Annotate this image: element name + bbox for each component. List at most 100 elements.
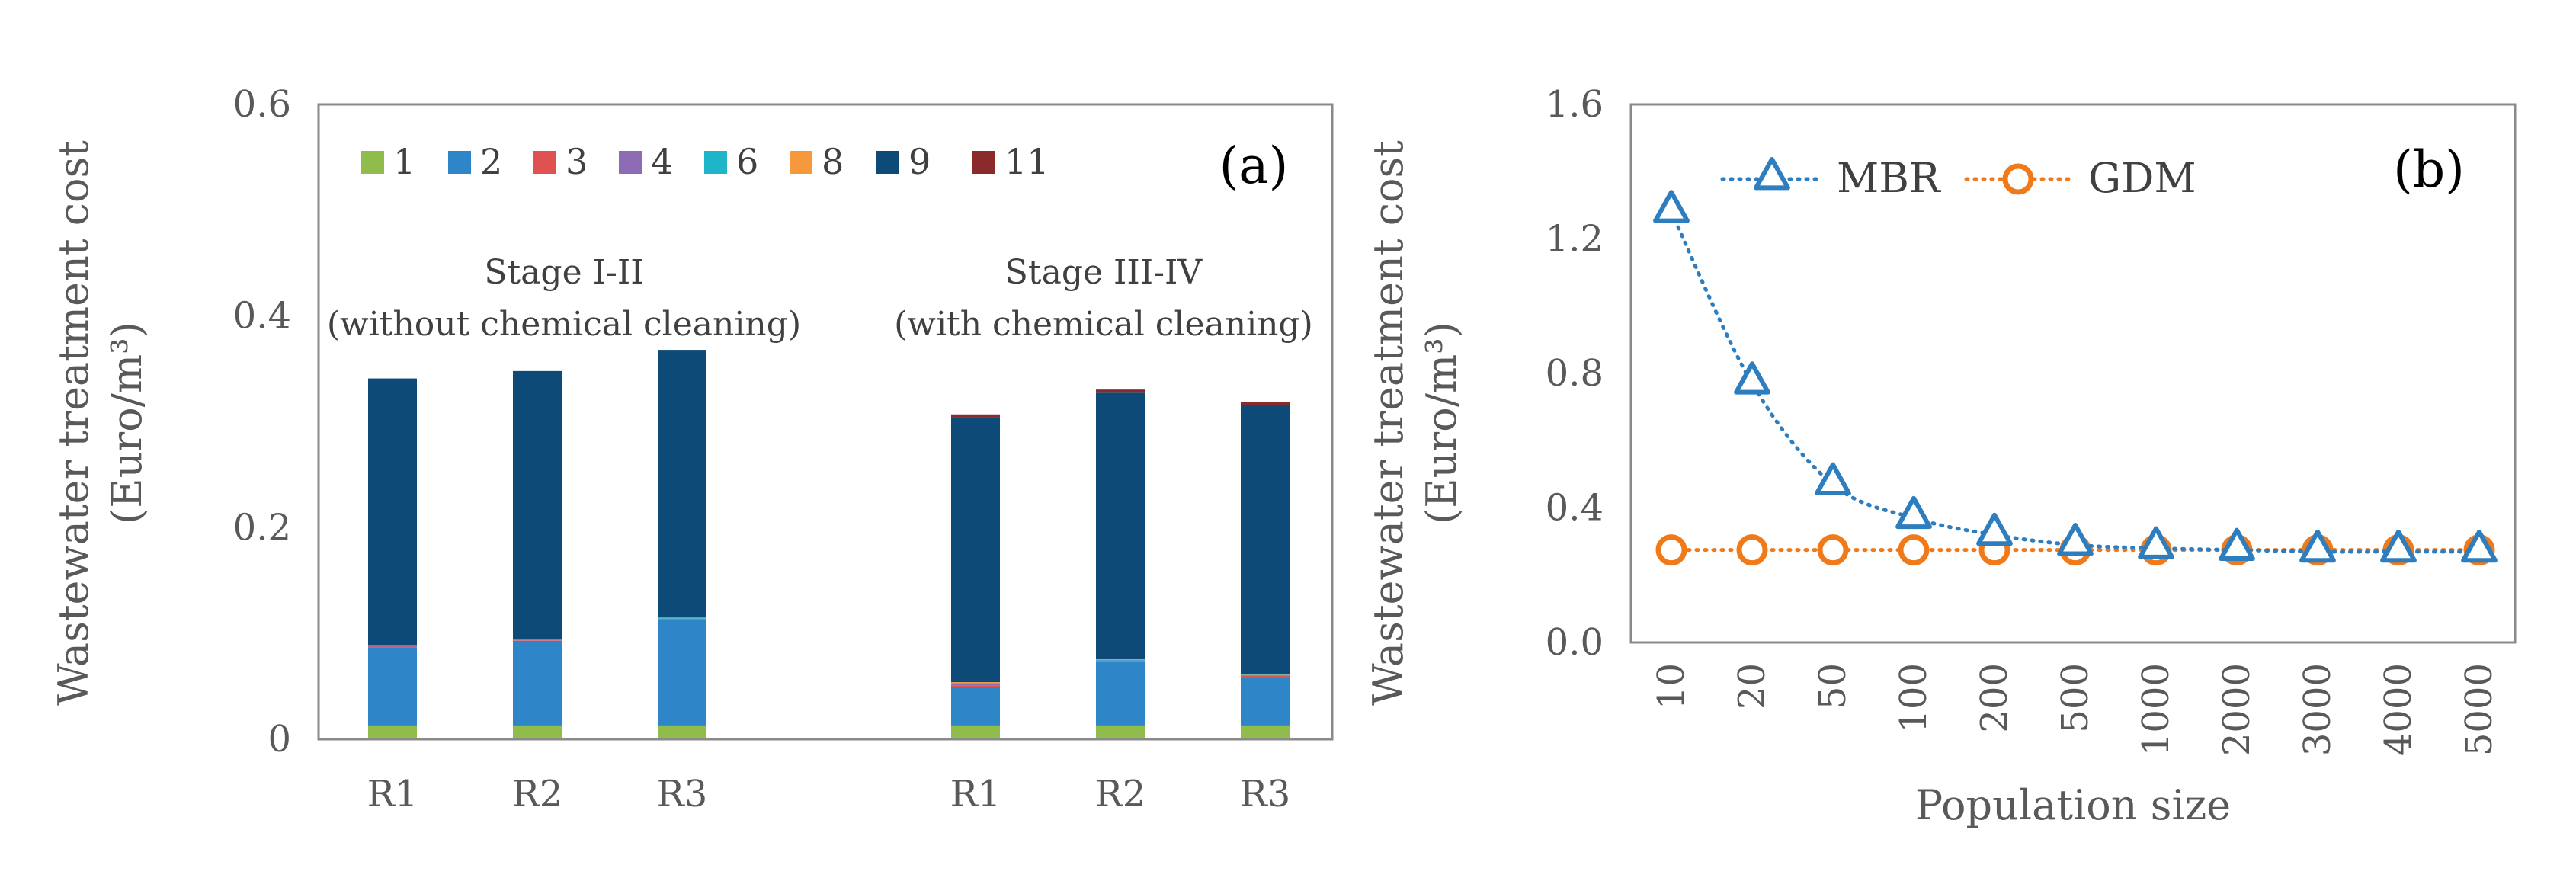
a-x-tick-5: R3 [1240, 773, 1291, 815]
b-y-axis-title-line1: Wastewater treatment cost [1364, 140, 1412, 706]
a-bar-5-series-3 [1241, 675, 1290, 678]
a-legend-swatch-3 [533, 151, 556, 174]
b-x-axis-title: Population size [1915, 781, 2231, 829]
a-bar-2-series-8 [658, 617, 706, 619]
a-bars [368, 350, 1290, 739]
a-legend-label-11: 11 [1004, 141, 1049, 182]
a-bar-0-series-4 [368, 646, 417, 647]
a-bar-1-series-1 [513, 725, 562, 739]
b-y-tick-1: 0.4 [1546, 487, 1604, 530]
a-bar-5-series-4 [1241, 675, 1290, 676]
a-legend: 1 2 3 4 6 8 9 11 [361, 141, 1049, 182]
b-y-axis-title-line2: (Euro/m³) [1418, 322, 1466, 524]
a-legend-swatch-1 [361, 151, 384, 174]
a-bar-0-series-8 [368, 645, 417, 646]
b-point-MBR-2 [1815, 462, 1851, 496]
b-legend-marker-GDM [2002, 163, 2034, 195]
a-legend-label-6: 6 [736, 141, 758, 182]
b-point-MBR-7 [2219, 527, 2255, 562]
a-x-tick-0: R1 [367, 773, 418, 815]
b-point-GDM-0 [1655, 534, 1687, 566]
a-bar-2-series-3 [658, 619, 706, 620]
a-legend-label-2: 2 [480, 141, 502, 182]
a-y-tick-3: 0.6 [233, 83, 291, 126]
b-y-tick-2: 0.8 [1546, 352, 1604, 395]
a-bar-4-series-1 [1096, 725, 1145, 739]
a-bar-3-series-8 [951, 682, 1000, 684]
b-y-tick-labels: 0.0 0.4 0.8 1.2 1.6 [1546, 83, 1604, 664]
a-legend-swatch-8 [790, 151, 812, 174]
b-x-tick-8: 3000 [2296, 663, 2339, 756]
a-bar-1-series-4 [513, 639, 562, 641]
b-y-axis-title: Wastewater treatment cost (Euro/m³) [1364, 140, 1466, 706]
a-legend-swatch-6 [704, 151, 727, 174]
a-bar-0-series-2 [368, 647, 417, 726]
a-bar-4-series-9 [1096, 392, 1145, 660]
a-bar-4-series-2 [1096, 662, 1145, 726]
b-x-tick-10: 5000 [2458, 663, 2501, 756]
b-point-MBR-4 [1976, 512, 2013, 546]
a-bar-3-series-1 [951, 725, 1000, 739]
b-x-tick-1: 20 [1731, 663, 1773, 710]
a-legend-swatch-9 [876, 151, 899, 174]
a-bar-1-series-6 [513, 639, 562, 640]
a-bar-1-series-9 [513, 370, 562, 639]
a-plot-frame [317, 103, 1334, 741]
a-bar-4-series-11 [1096, 389, 1145, 393]
b-x-tick-3: 100 [1892, 663, 1935, 733]
a-bar-2-series-1 [658, 725, 706, 739]
a-bar-4-series-8 [1096, 659, 1145, 660]
a-bar-0-series-3 [368, 646, 417, 648]
b-point-GDM-3 [1898, 534, 1930, 566]
b-x-tick-6: 1000 [2135, 663, 2177, 756]
a-bar-1-series-3 [513, 640, 562, 641]
a-legend-label-8: 8 [822, 141, 844, 182]
a-legend-label-1: 1 [393, 141, 415, 182]
a-y-tick-labels: 0 0.2 0.4 0.6 [233, 83, 291, 761]
b-panel-label: (b) [2393, 140, 2465, 199]
a-bar-3-series-11 [951, 414, 1000, 418]
a-x-tick-2: R3 [657, 773, 708, 815]
a-bar-4-series-4 [1096, 660, 1145, 662]
a-legend-swatch-11 [972, 151, 995, 174]
a-bar-1-series-2 [513, 640, 562, 726]
a-x-tick-4: R2 [1095, 773, 1146, 815]
b-legend-label-GDM: GDM [2088, 154, 2196, 202]
b-point-MBR-6 [2138, 526, 2174, 559]
a-bar-5-series-1 [1241, 725, 1290, 739]
b-y-tick-0: 0.0 [1546, 621, 1604, 664]
a-legend-label-4: 4 [651, 141, 673, 182]
a-legend-label-9: 9 [908, 141, 931, 182]
b-x-tick-0: 10 [1650, 663, 1693, 710]
b-series [1653, 190, 2498, 566]
a-legend-swatch-4 [619, 151, 642, 174]
b-point-GDM-1 [1736, 534, 1768, 566]
a-bar-2-series-4 [658, 618, 706, 620]
a-stage-1-line2: (without chemical cleaning) [327, 305, 801, 344]
b-point-MBR-3 [1895, 495, 1932, 530]
a-bar-2-series-2 [658, 620, 706, 726]
b-point-MBR-5 [2057, 523, 2094, 556]
a-x-tick-1: R2 [512, 773, 563, 815]
b-point-GDM-2 [1817, 534, 1849, 566]
b-x-tick-9: 4000 [2377, 663, 2420, 756]
panel-a-stacked-bar-chart: Wastewater treatment cost (Euro/m³) 0 0.2… [50, 83, 1334, 815]
a-bar-2-series-6 [658, 618, 706, 619]
b-y-tick-4: 1.6 [1546, 83, 1604, 126]
a-bar-0-series-1 [368, 725, 417, 739]
a-y-tick-0: 0 [268, 718, 291, 761]
b-y-tick-3: 1.2 [1546, 218, 1604, 261]
b-point-MBR-8 [2299, 529, 2336, 563]
a-bar-5-series-9 [1241, 405, 1290, 674]
a-bar-2-series-9 [658, 350, 706, 618]
b-point-MBR-9 [2380, 529, 2417, 563]
a-bar-3-series-9 [951, 417, 1000, 683]
a-stage-1-line1: Stage I-II [484, 253, 643, 292]
b-plot-frame [1629, 103, 2517, 644]
a-bar-5-series-6 [1241, 674, 1290, 676]
a-stage-labels: Stage I-II (without chemical cleaning) S… [327, 253, 1313, 344]
a-bar-5-series-11 [1241, 402, 1290, 405]
b-legend-label-MBR: MBR [1837, 154, 1941, 202]
b-point-MBR-0 [1653, 190, 1690, 223]
a-y-axis-title-line1: Wastewater treatment cost [50, 140, 98, 706]
